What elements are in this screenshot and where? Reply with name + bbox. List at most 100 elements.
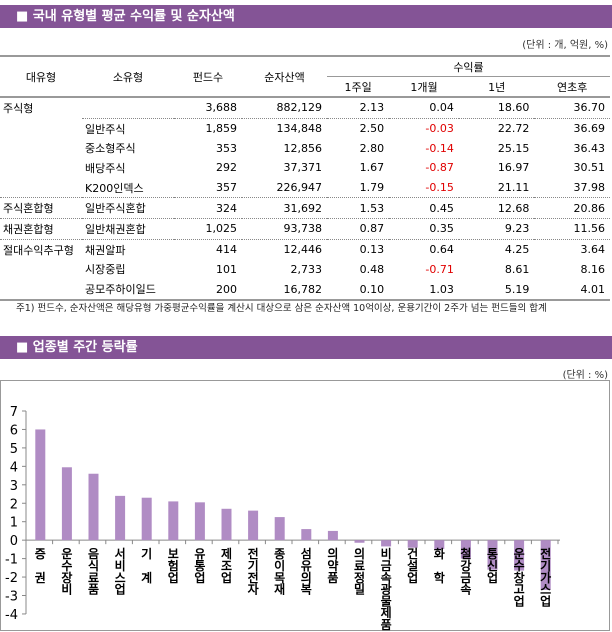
cell-1m: 0.45: [389, 197, 459, 219]
bar: [88, 473, 99, 541]
cell-minor: 일반주식: [82, 117, 174, 139]
bar: [248, 510, 259, 541]
footnote: 주1) 펀드수, 순자산액은 해당유형 가중평균수익률을 계산시 대상으로 삼은…: [16, 303, 547, 314]
cell-minor: 중소형주식: [85, 142, 136, 156]
header-1w: 1주일: [344, 80, 372, 94]
cell-1m: 0.04: [429, 101, 454, 115]
cell-assets: 12,856: [283, 141, 323, 155]
y-tick-label: 4: [10, 460, 18, 475]
cell-assets: 882,129: [276, 101, 323, 115]
cell-1y: 21.11: [497, 181, 530, 195]
unit-label: (단위 : 개, 억원, %): [522, 40, 608, 51]
cell-major: [0, 118, 82, 138]
header-funds: 펀드수: [192, 70, 224, 84]
cell-1y: 8.61: [504, 262, 530, 276]
table-row: 주식형 3,688 882,129 2.13 0.04 18.60 36.70: [0, 97, 610, 118]
header-assets: 순자산액: [264, 70, 305, 84]
y-tick-label: 2: [10, 497, 18, 512]
cell-major: [0, 260, 82, 280]
cell-assets: 12,446: [242, 238, 327, 260]
cell-minor: 일반주식혼합: [82, 197, 174, 219]
cell-1w: 0.10: [327, 279, 390, 301]
bar: [354, 540, 365, 543]
bar: [168, 501, 179, 541]
cell-funds: 101: [216, 262, 237, 276]
cell-1y: 22.72: [458, 117, 535, 139]
bar: [460, 540, 471, 559]
section-header-sector-returns: ■ 업종별 주간 등락률: [0, 336, 612, 359]
header-1y: 1년: [488, 80, 506, 94]
header-1m: 1개월: [410, 80, 438, 94]
bar: [274, 517, 285, 541]
bar: [61, 467, 72, 541]
cell-ytd: 36.69: [534, 117, 610, 139]
cell-funds: 200: [174, 279, 242, 301]
x-tick-label: 화 학: [434, 546, 445, 585]
bar: [487, 540, 498, 570]
cell-assets: 16,782: [242, 279, 327, 301]
sector-chart-svg: -4 -3 -2 -1 0 1 2 3 4 5 6 7 증 권 운 수 장 비 음 식 료 품 서 비 스 업 기 계 보 험 업 유 통 업…: [5, 405, 560, 632]
y-tick-label: -4: [5, 608, 18, 623]
bar: [141, 497, 152, 541]
bar: [327, 530, 338, 541]
cell-1w: 2.13: [359, 101, 385, 115]
cell-funds: 1,025: [174, 218, 242, 240]
cell-1y: 16.97: [497, 161, 530, 175]
cell-minor: 배당주식: [85, 161, 126, 175]
cell-1m: 1.03: [389, 279, 459, 301]
bar: [514, 540, 525, 571]
section-header-fund-returns: ■ 국내 유형별 평균 수익률 및 순자산액: [0, 5, 612, 28]
cell-ytd: 30.51: [573, 161, 606, 175]
cell-assets: 37,371: [283, 161, 323, 175]
y-tick-label: 7: [10, 405, 18, 420]
table-row: 배당주식 292 37,371 1.67 -0.87 16.97 30.51: [0, 158, 610, 178]
cell-1m: -0.87: [425, 161, 454, 175]
bar: [434, 540, 445, 550]
fund-returns-table: 대유형 소유형 펀드수 순자산액 수익률 1주일 1개월 1년 연초후 주식형 3…: [0, 55, 610, 301]
cell-assets: 134,848: [242, 117, 327, 139]
cell-minor: 시장중립: [85, 263, 126, 277]
table-row: 주식혼합형 일반주식혼합 324 31,692 1.53 0.45 12.68 20.86: [0, 197, 610, 219]
cell-1y: 18.60: [497, 101, 530, 115]
cell-1w: 1.79: [359, 181, 385, 195]
y-tick-label: -2: [5, 571, 18, 586]
y-tick-label: -3: [5, 590, 18, 605]
cell-major: [0, 178, 82, 198]
cell-major: 절대수익추구형: [0, 238, 82, 260]
y-tick-label: 6: [10, 423, 18, 438]
bar: [407, 540, 418, 548]
cell-ytd: 4.01: [534, 279, 610, 301]
cell-assets: 93,738: [242, 218, 327, 240]
table-row: 시장중립 101 2,733 0.48 -0.71 8.61 8.16: [0, 260, 610, 280]
cell-1w: 2.80: [359, 141, 385, 155]
cell-ytd: 37.98: [573, 181, 606, 195]
table-row: 중소형주식 353 12,856 2.80 -0.14 25.15 36.43: [0, 138, 610, 158]
bar: [194, 502, 205, 541]
bar: [381, 540, 392, 547]
header-ytd: 연초후: [557, 80, 588, 94]
cell-minor: 일반채권혼합: [82, 218, 174, 240]
y-tick-label: 5: [10, 442, 18, 457]
cell-ytd: 36.70: [573, 101, 606, 115]
table-row: 공모주하이일드 200 16,782 0.10 1.03 5.19 4.01: [0, 279, 610, 301]
cell-major: [0, 158, 82, 178]
cell-funds: 324: [174, 197, 242, 219]
cell-funds: 357: [216, 181, 237, 195]
cell-minor: [82, 97, 174, 118]
cell-1w: 1.53: [327, 197, 390, 219]
y-tick-label: 1: [10, 516, 18, 531]
cell-major: [0, 279, 82, 301]
cell-funds: 353: [216, 141, 237, 155]
cell-1y: 12.68: [458, 197, 535, 219]
x-tick-label: 기 계: [141, 546, 152, 585]
